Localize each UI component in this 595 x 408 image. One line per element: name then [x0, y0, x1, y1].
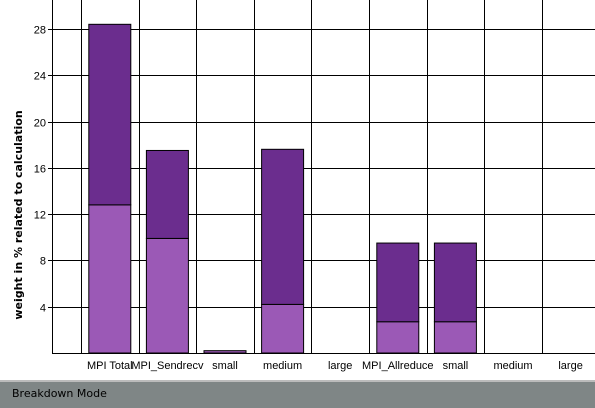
- bar-segment-upper: [88, 23, 132, 206]
- breakdown-mode-label: Breakdown Mode: [12, 387, 107, 400]
- axes: [48, 0, 595, 354]
- y-tick-label: 28: [34, 25, 46, 37]
- bar-segment-lower: [145, 237, 189, 354]
- x-tick-label: large: [558, 360, 582, 372]
- y-axis-label: weight in % related to calculation: [12, 110, 25, 319]
- x-tick-label: MPI_Allreduce: [362, 360, 434, 372]
- x-tick-label: small: [212, 360, 238, 372]
- bar-segment-lower: [261, 303, 305, 354]
- bar-segment-upper: [433, 242, 477, 323]
- chart: weight in % related to calculation 4 8 12 1…: [12, 0, 595, 372]
- x-tick-label: medium: [493, 360, 532, 372]
- y-tick-label: 24: [34, 71, 46, 83]
- bar-segment-upper: [376, 242, 420, 323]
- bar-segment-upper: [261, 148, 305, 305]
- x-tick-label: large: [328, 360, 352, 372]
- x-tick-label: MPI_Sendrecv: [131, 360, 204, 372]
- bar-segment-upper: [145, 149, 189, 239]
- x-tick-label: small: [443, 360, 469, 372]
- y-tick-label: 20: [34, 118, 46, 130]
- y-tick-label: 8: [40, 256, 46, 268]
- y-tick-label: 16: [34, 164, 46, 176]
- status-bar: Breakdown Mode: [0, 380, 595, 408]
- x-tick-label: medium: [263, 360, 302, 372]
- y-tick-labels: 4 8 12 16 20 24 28: [34, 25, 46, 315]
- bar-segment-lower: [433, 321, 477, 354]
- y-tick-label: 12: [34, 210, 46, 222]
- x-tick-label: MPI Total: [87, 360, 133, 372]
- y-tick-label: 4: [40, 303, 46, 315]
- bar-segment-lower: [88, 204, 132, 354]
- grid: [52, 0, 595, 353]
- bars: [88, 23, 477, 354]
- bar-segment-lower: [376, 321, 420, 354]
- bar-segment-lower: [203, 350, 247, 354]
